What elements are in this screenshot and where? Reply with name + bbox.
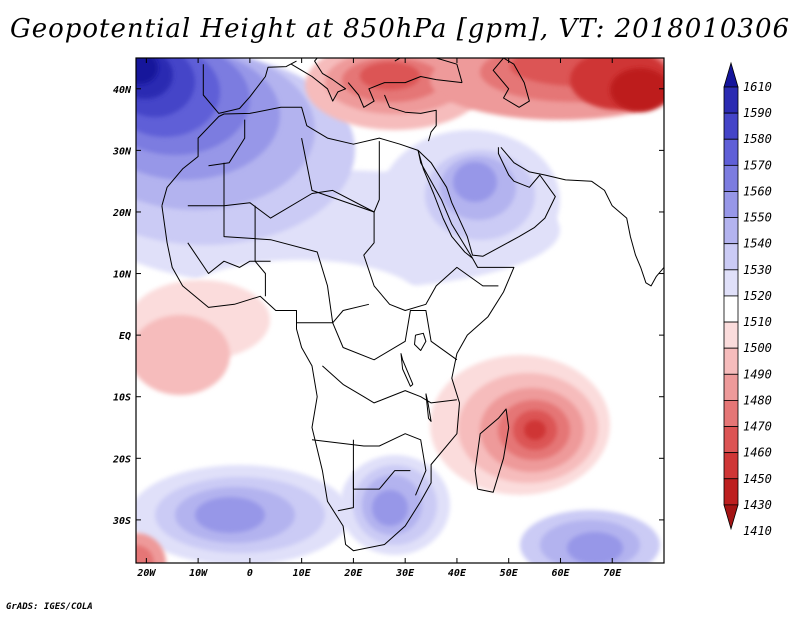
colorbar-swatch [723,86,739,114]
boundary-line-3 [202,60,297,114]
boundary-line-2 [417,147,556,257]
lat-label: 10N [113,270,132,281]
lat-label: 30N [112,146,132,157]
colorbar-swatch [723,400,739,427]
colorbar-label: 1480 [743,393,772,407]
colorbar-swatch [723,295,739,323]
colorbar-swatch [723,217,739,245]
lon-label: 60E [551,568,570,579]
boundary-line-8 [500,146,592,182]
colorbar-label: 1540 [743,237,772,251]
colorbar-label: 1460 [743,446,772,460]
lat-label: EQ [119,331,131,342]
colorbar-label: 1500 [743,341,772,355]
colorbar-label: 1450 [743,472,772,486]
colorbar-label: 1430 [743,498,772,512]
boundary-line-25 [414,332,427,351]
colorbar-label: 1560 [743,184,772,198]
boundary-line-14 [301,138,380,213]
plot-frame [135,57,665,564]
lat-label: 40N [113,85,132,96]
colorbar-label: 1570 [743,158,772,172]
colorbar-swatch [723,191,739,218]
chart-title: Geopotential Height at 850hPa [gpm], VT:… [9,14,791,44]
lon-label: 0 [247,568,253,579]
lat-label: 20N [112,208,132,219]
height-field [136,58,664,563]
colorbar-label: 1470 [743,420,772,434]
colorbar-swatch [723,426,739,454]
colorbar-swatch [723,269,739,297]
lat-label: 10S [113,393,131,404]
boundary-line-10 [492,58,530,108]
lon-label: 10E [293,568,312,579]
boundary-line-0 [161,106,515,552]
colorbar-label: 1410 [743,524,772,538]
boundary-line-18 [296,310,458,361]
boundary-line-17 [187,242,271,274]
boundary-line-19 [322,365,457,404]
boundary-line-5 [347,76,463,108]
boundary-line-12 [187,189,499,311]
colorbar-swatch [723,321,739,349]
lon-label: 20W [136,568,156,579]
colorbar-swatch [723,478,739,506]
boundary-line-7 [591,180,664,287]
lon-label: 50E [500,568,519,579]
colorbar-label: 1520 [743,289,772,303]
grads-credit: GrADS: IGES/COLA [6,602,93,612]
lon-label: 70E [603,568,622,579]
boundary-line-11 [417,150,473,259]
country-borders [161,58,664,552]
colorbar-label: 1580 [743,132,772,146]
colorbar-label: 1590 [743,106,772,120]
boundary-line-16 [254,205,266,297]
colorbar-swatch [723,347,739,375]
boundary-line-6 [384,94,437,142]
colorbar-label: 1550 [743,211,772,225]
colorbar-label: 1530 [743,263,772,277]
boundary-line-24 [425,393,432,422]
colorbar-swatch [723,138,739,166]
colorbar-label: 1610 [743,80,772,94]
colorbar-swatch [723,452,739,480]
boundary-line-4 [291,58,347,102]
boundary-line-23 [400,353,414,387]
colorbar-top-arrow [723,61,739,88]
boundary-line-22 [337,470,354,512]
lon-label: 20E [343,568,363,579]
boundary-line-15 [208,119,246,167]
lat-label: 20S [112,454,131,465]
lat-label: 30S [112,516,131,527]
boundary-line-9 [394,58,463,83]
colorbar-swatch [723,164,739,192]
boundary-line-1 [474,408,510,493]
lon-label: 40E [448,568,467,579]
colorbar-label: 1510 [743,315,772,329]
boundary-line-13 [223,162,370,324]
lon-label: 10W [189,568,208,579]
boundary-line-20 [311,433,427,496]
colorbar-swatch [723,112,739,140]
colorbar-swatch [723,243,739,271]
colorbar-swatch [723,373,739,401]
lon-label: 30E [395,568,415,579]
colorbar-label: 1490 [743,367,772,381]
axis-ticks: 20W 10W 0 10E 20E 30E 40E 50E 60E 70E 40N 30N 20N 10N… [112,58,664,579]
colorbar-bottom-arrow [723,504,739,531]
colorbar: 1610 1590 1580 1570 1560 1550 1540 1530 1520 1510… [723,61,772,538]
